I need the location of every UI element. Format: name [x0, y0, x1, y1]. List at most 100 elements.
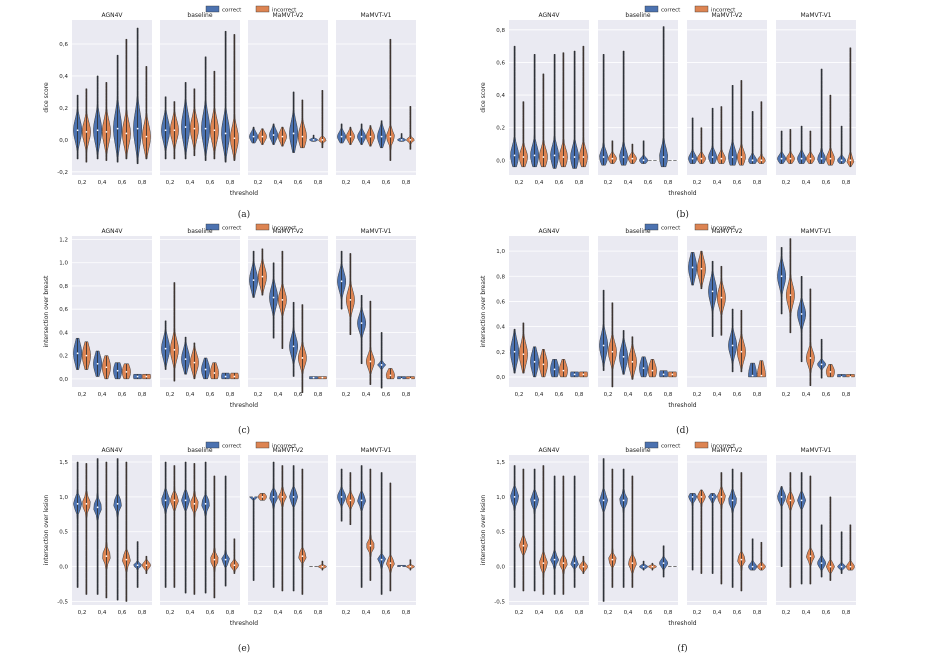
violin-incorrect — [209, 362, 219, 380]
x-tick-label: 0,6 — [382, 392, 391, 398]
facet-background — [336, 236, 416, 387]
y-tick-label: 1,0 — [59, 495, 68, 501]
violin-correct — [777, 247, 787, 315]
violin-incorrect — [366, 468, 375, 581]
violin-median — [96, 506, 99, 509]
legend-swatch-correct — [644, 223, 659, 231]
violin-median — [224, 558, 227, 561]
violin-median — [272, 134, 275, 136]
violin-median — [272, 495, 275, 498]
x-tick-label: 0,4 — [802, 180, 811, 186]
x-tick-label: 0,6 — [294, 392, 303, 398]
violin-median — [272, 296, 275, 299]
violin-median — [369, 544, 372, 547]
violin-median — [312, 138, 315, 141]
violin-median — [700, 495, 703, 498]
x-tick-label: 0,2 — [78, 180, 87, 186]
x-tick-label: 0,8 — [402, 392, 411, 398]
violin-median — [340, 495, 343, 498]
x-tick-label: 0,8 — [664, 180, 673, 186]
violin-correct — [728, 85, 737, 166]
violin-median — [349, 499, 352, 502]
y-tick-label: 0,4 — [496, 93, 505, 99]
y-axis-label: intersection over lesion — [480, 495, 487, 566]
y-tick-label: 0,5 — [496, 530, 505, 536]
violin-median — [789, 499, 792, 502]
facet-background — [687, 20, 767, 175]
violin-incorrect — [386, 482, 395, 592]
x-tick-label: 0,6 — [206, 180, 215, 186]
violin-incorrect — [297, 99, 307, 149]
legend: correct incorrect — [644, 5, 736, 14]
x-tick-label: 0,4 — [98, 180, 107, 186]
violin-incorrect — [717, 472, 726, 585]
x-tick-label: 0,2 — [342, 180, 351, 186]
legend-swatch-incorrect — [694, 5, 709, 13]
violin-median — [760, 159, 763, 162]
violin-median — [740, 350, 743, 353]
violin-median — [145, 135, 148, 138]
violin-correct — [377, 472, 386, 595]
violin-incorrect — [805, 288, 815, 386]
violin-median — [252, 135, 255, 138]
violin-median — [252, 495, 255, 498]
violin-median — [204, 368, 207, 371]
x-tick-label: 0,2 — [515, 180, 524, 186]
violin-correct — [837, 125, 847, 164]
x-tick-label: 0,8 — [402, 610, 411, 616]
violin-correct — [659, 370, 669, 378]
violin-correct — [639, 356, 649, 378]
violin-correct — [599, 289, 608, 371]
violin-incorrect — [578, 555, 588, 574]
violin-correct — [688, 252, 698, 286]
facet-background — [776, 236, 856, 387]
violin-correct — [570, 475, 579, 588]
violin-correct — [221, 30, 231, 163]
legend-label-incorrect: incorrect — [711, 226, 736, 232]
x-tick-label: 0,2 — [166, 392, 175, 398]
violin-median — [233, 564, 236, 567]
violin-median — [522, 544, 525, 547]
violin-median — [700, 267, 703, 270]
violin-median — [849, 159, 852, 162]
x-tick-label: 0,8 — [575, 392, 584, 398]
violin-correct — [510, 328, 520, 374]
violin-incorrect — [101, 355, 111, 380]
violin-median — [136, 564, 139, 567]
violin-correct — [817, 68, 826, 164]
violin-median — [849, 376, 852, 378]
legend-swatch-correct — [205, 441, 220, 449]
violin-correct — [397, 564, 407, 568]
x-tick-label: 0,6 — [206, 610, 215, 616]
violin-correct — [599, 54, 608, 166]
x-tick-label: 0,2 — [693, 180, 702, 186]
violin-correct — [269, 262, 279, 339]
violin-incorrect — [607, 140, 617, 164]
violin-correct — [797, 276, 806, 363]
legend-label-incorrect: incorrect — [272, 226, 297, 232]
violin-correct — [289, 301, 299, 377]
facet-mamvt-v1: MaMVT-V1 0,2 0,4 0,6 0,8 — [776, 228, 856, 398]
violin-incorrect — [558, 52, 568, 168]
violin-median — [340, 135, 343, 138]
facet-agn4v: AGN4V 0,2 0,4 0,6 0,8 — [509, 228, 589, 398]
violin-median — [573, 562, 576, 565]
x-tick-label: 0,6 — [118, 610, 127, 616]
violin-median — [389, 374, 392, 377]
violin-median — [671, 373, 674, 376]
y-tick-label: 0,0 — [59, 138, 68, 144]
x-tick-label: 0,4 — [274, 610, 283, 616]
x-tick-label: 0,2 — [78, 610, 87, 616]
x-tick-label: 0,4 — [713, 392, 722, 398]
y-tick-label: 0,8 — [59, 284, 68, 290]
violin-incorrect — [298, 304, 307, 394]
facet-background — [160, 236, 240, 387]
violin-incorrect — [298, 468, 307, 595]
y-tick-label: 0,0 — [496, 565, 505, 571]
violin-median — [642, 565, 645, 568]
legend-label-incorrect: incorrect — [272, 444, 297, 450]
violin-correct — [688, 117, 697, 164]
x-tick-label: 0,2 — [604, 180, 613, 186]
violin-median — [164, 347, 167, 350]
violin-median — [252, 279, 255, 282]
